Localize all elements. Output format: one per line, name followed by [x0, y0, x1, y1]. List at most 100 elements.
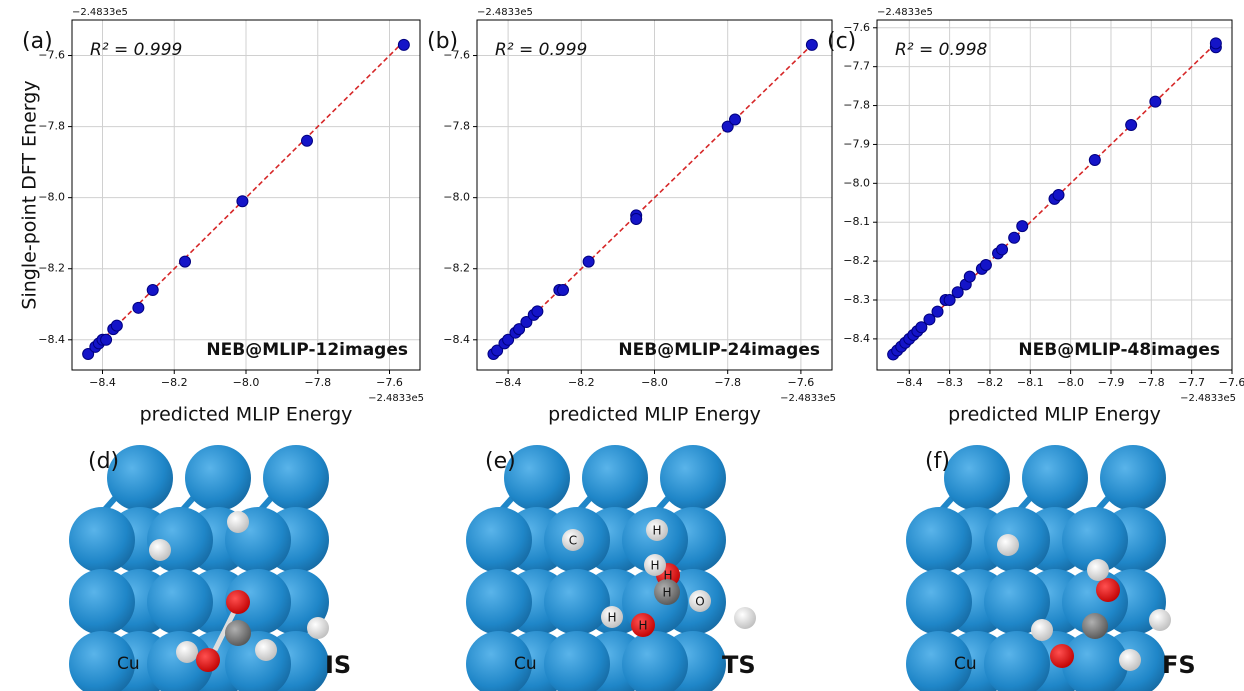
cu-atom: [906, 631, 972, 691]
atom: [196, 648, 220, 672]
point: [100, 333, 113, 346]
y-tick-label: −8.4: [443, 333, 470, 346]
cu-atom: [544, 631, 610, 691]
state-label: FS: [1162, 651, 1196, 679]
cu-atom: [906, 507, 972, 573]
point: [1125, 119, 1138, 131]
x-tick-label: −8.4: [89, 376, 116, 389]
atom: [307, 617, 329, 639]
cu-atom: [147, 569, 213, 635]
r2-annotation: R² = 0.999: [90, 40, 182, 60]
series-label: NEB@MLIP-12images: [206, 340, 408, 360]
atom: [149, 539, 171, 561]
point: [1088, 154, 1101, 166]
axes-frame: [476, 19, 833, 371]
point: [805, 38, 818, 51]
y-tick-label: −8.2: [38, 262, 65, 275]
x-tick-label: −7.8: [304, 376, 331, 389]
atom: [255, 639, 277, 661]
cu-atom: [544, 569, 610, 635]
point: [729, 113, 742, 126]
y-tick-label: −7.6: [38, 49, 65, 62]
point: [963, 270, 976, 283]
point: [923, 313, 936, 326]
cu-atom: [984, 569, 1050, 635]
cu-atom: [906, 569, 972, 635]
cu-atom: [466, 507, 532, 573]
y-tick-label: −7.9: [843, 137, 870, 150]
point: [951, 286, 964, 299]
x-axis-label: predicted MLIP Energy: [948, 404, 1161, 426]
y-tick-label: −8.2: [843, 254, 870, 267]
point: [110, 319, 123, 332]
series-label: NEB@MLIP-24images: [618, 340, 820, 360]
x-tick-label: −8.0: [1057, 376, 1084, 389]
atom: [562, 529, 584, 551]
structure-panel: (d) Cu IS: [69, 445, 351, 691]
point: [931, 305, 944, 318]
point: [236, 195, 249, 208]
y-tick-label: −8.0: [843, 176, 870, 189]
point: [520, 316, 533, 329]
point: [300, 134, 313, 147]
y-tick-label: −8.2: [443, 262, 470, 275]
cu-atom: [147, 631, 213, 691]
y-tick-label: −8.1: [843, 215, 870, 228]
point: [82, 348, 95, 361]
cu-atom: [984, 631, 1050, 691]
atom: [644, 554, 666, 576]
x-tick-label: −8.3: [936, 376, 963, 389]
cu-atom: [1062, 507, 1128, 573]
y-tick-label: −8.4: [843, 332, 870, 345]
cu-atom: [582, 445, 648, 511]
x-tick-label: −8.2: [568, 376, 595, 389]
point: [915, 321, 928, 334]
atom: [227, 511, 249, 533]
x-tick-label: −7.7: [1178, 376, 1205, 389]
atom: [631, 613, 655, 637]
x-axis-label: predicted MLIP Energy: [548, 404, 761, 426]
x-tick-label: −8.2: [161, 376, 188, 389]
fit-line: [492, 44, 813, 355]
y-axis-label: Single-point DFT Energy: [19, 80, 41, 309]
cu-atom: [504, 445, 570, 511]
point: [1052, 189, 1065, 201]
point: [582, 255, 595, 268]
atom-label: H: [638, 619, 647, 633]
atom: [1149, 609, 1171, 631]
panel-label: (a): [22, 29, 53, 54]
atom-label: H: [663, 569, 672, 583]
atom: [689, 590, 711, 612]
point: [397, 38, 410, 51]
cu-atom: [69, 569, 135, 635]
state-label: TS: [722, 651, 756, 679]
point: [979, 259, 992, 271]
y-tick-label: −7.6: [443, 49, 470, 62]
axes-frame: [71, 19, 421, 371]
point: [557, 284, 570, 297]
x-tick-label: −7.9: [1098, 376, 1125, 389]
x-tick-label: −8.0: [641, 376, 668, 389]
x-tick-label: −8.2: [977, 376, 1004, 389]
element-label: Cu: [117, 654, 140, 674]
point: [513, 323, 526, 336]
offset-text: −2.4833e5: [477, 7, 533, 18]
point: [1149, 95, 1162, 108]
atom-label: H: [607, 611, 616, 625]
atom: [176, 641, 198, 663]
atom: [1119, 649, 1141, 671]
panel-label: (f): [925, 449, 950, 474]
structure-panel: (f) Cu FS: [906, 445, 1196, 691]
y-tick-label: −8.0: [38, 191, 65, 204]
cu-atom: [69, 507, 135, 573]
point: [630, 212, 643, 225]
point: [491, 344, 504, 357]
x-tick-label: −7.6: [788, 376, 815, 389]
atom: [1050, 644, 1074, 668]
atom-label: C: [569, 534, 577, 548]
atom-label: H: [652, 524, 661, 538]
element-label: Cu: [954, 654, 977, 674]
atom: [734, 607, 756, 629]
